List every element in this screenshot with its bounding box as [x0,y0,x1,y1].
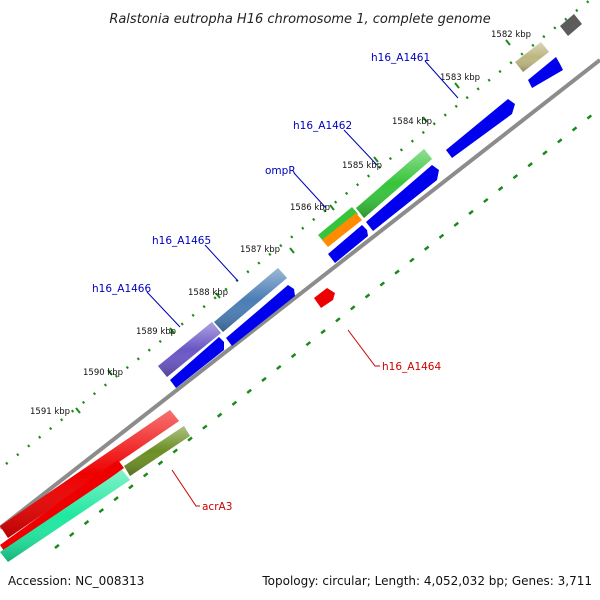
tick-marks [75,39,511,414]
cds-arrow[interactable] [366,165,439,231]
map-title: Ralstonia eutropha H16 chromosome 1, com… [109,12,490,27]
accession-text: Accession: NC_008313 [8,574,144,588]
tick-label: 1583 kbp [440,73,480,83]
tick-labels: 1582 kbp 1583 kbp 1584 kbp 1585 kbp 1586… [30,30,531,417]
tick-label: 1587 kbp [240,245,280,255]
label-leaders [146,60,459,507]
tick-label: 1588 kbp [188,288,228,298]
leader-acrA3 [171,469,200,507]
cds-arrow[interactable] [0,460,124,554]
gc-skew-track [54,109,599,549]
leader-h16_A1465 [204,244,239,282]
gene-label-h16_A1466[interactable]: h16_A1466 [92,283,151,295]
topology-summary: Topology: circular; Length: 4,052,032 bp… [261,574,592,588]
tick-mark [107,369,113,376]
gene-feature-ompR-orange[interactable] [322,213,362,247]
tick-mark [289,247,295,254]
gene-label-h16_A1465[interactable]: h16_A1465 [152,235,211,247]
cds-arrow[interactable] [528,57,563,88]
gene-feature-h16_A1464[interactable] [314,288,335,308]
cds-arrow[interactable] [446,99,515,158]
outer-strand-features [0,14,582,538]
tick-mark [329,204,335,211]
cds-arrow[interactable] [170,337,224,388]
chromosome-backbone [0,58,600,530]
tick-mark [422,116,428,123]
tick-mark [373,156,379,163]
leader-h16_A1462 [343,129,378,166]
cds-arrow[interactable] [226,285,295,346]
cds-arrow[interactable] [328,225,368,263]
leader-h16_A1466 [146,291,181,328]
tick-label: 1585 kbp [342,161,382,171]
tick-mark [505,39,511,46]
gene-label-h16_A1464[interactable]: h16_A1464 [382,361,441,373]
gene-label-ompR[interactable]: ompR [265,165,296,177]
leader-h16_A1464 [347,329,380,367]
gene-labels: h16_A1461 h16_A1462 ompR h16_A1465 h16_A… [92,52,441,513]
gene-label-h16_A1461[interactable]: h16_A1461 [371,52,430,64]
gene-feature[interactable] [560,14,582,36]
tick-mark [454,82,460,89]
tick-mark [75,407,81,414]
tick-label: 1590 kbp [83,368,123,378]
tick-label: 1586 kbp [290,203,330,213]
outer-scale-dots [5,0,591,465]
tick-label: 1591 kbp [30,407,70,417]
leader-h16_A1461 [424,60,459,99]
tick-label: 1584 kbp [392,117,432,127]
gene-feature-ompR[interactable] [318,207,358,242]
gene-label-acrA3[interactable]: acrA3 [202,501,232,513]
leader-ompR [293,172,327,209]
inner-strand-features [0,57,563,562]
tick-label: 1589 kbp [136,327,176,337]
tick-mark [169,327,175,334]
tick-label: 1582 kbp [491,30,531,40]
tick-mark [215,292,221,299]
gene-label-h16_A1462[interactable]: h16_A1462 [293,120,352,132]
